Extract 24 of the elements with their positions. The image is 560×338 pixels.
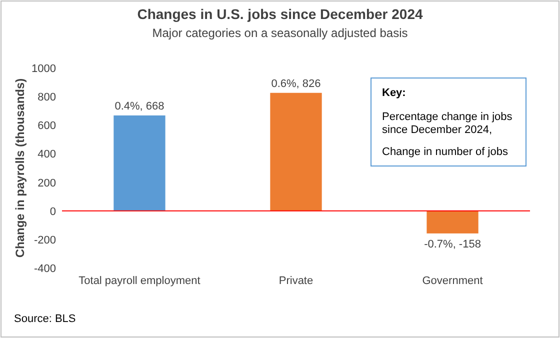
data-label: 0.4%, 668 (114, 100, 164, 112)
annotation: Change in number of jobs (382, 146, 508, 158)
x-tick-label: Total payroll employment (78, 275, 200, 287)
annotation: Key: (382, 87, 406, 99)
annotation: Percentage change in jobs since December 2024, (382, 111, 513, 136)
data-label: -0.7%, -158 (424, 238, 481, 250)
chart-title: Changes in U.S. jobs since December 2024 (137, 6, 423, 22)
bar (270, 92, 322, 211)
y-tick-label: 800 (38, 92, 56, 104)
y-tick-label: -400 (34, 263, 56, 275)
chart-subtitle: Major categories on a seasonally adjusted basis (152, 26, 408, 40)
bar (114, 115, 166, 211)
x-tick-label: Government (422, 275, 483, 287)
data-label: 0.6%, 826 (271, 78, 321, 90)
y-tick-label: 200 (38, 177, 56, 190)
y-tick-label: 1000 (32, 63, 56, 75)
y-tick-label: 400 (38, 148, 56, 161)
source-note: Source: BLS (14, 313, 76, 325)
bar (426, 210, 478, 234)
y-tick-label: -200 (34, 234, 56, 246)
y-tick-label: 600 (38, 120, 56, 132)
x-tick-label: Private (278, 275, 314, 287)
y-tick-label: 0 (50, 206, 56, 218)
y-axis-title: Change in payrolls (thousands) (13, 78, 27, 258)
